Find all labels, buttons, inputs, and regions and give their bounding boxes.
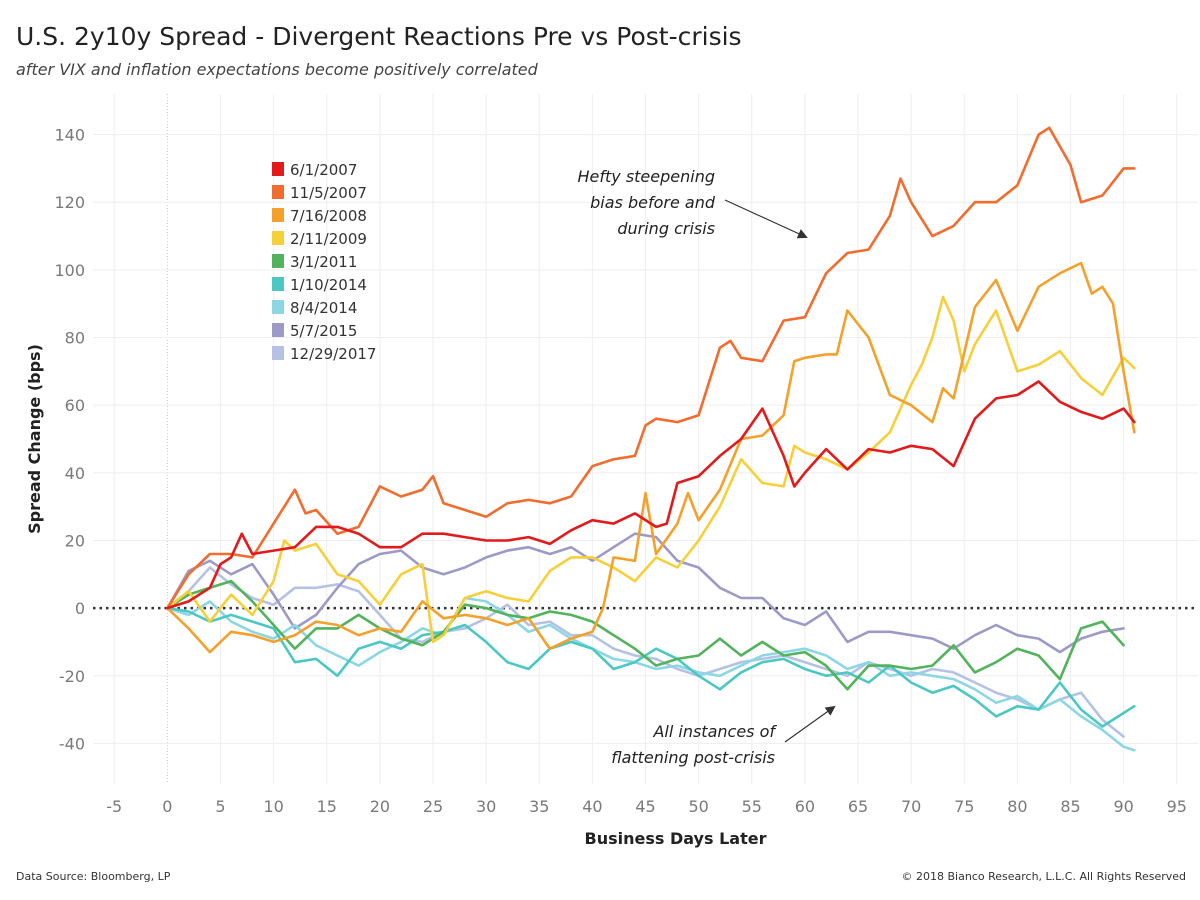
y-tick-label: 60	[65, 396, 85, 415]
y-tick-label: 40	[65, 464, 85, 483]
annotation-flattening-arrow	[784, 705, 836, 743]
legend-swatch	[272, 254, 284, 268]
legend-label: 12/29/2017	[290, 345, 376, 363]
annotation-steepening-arrow	[724, 199, 808, 239]
annotation-steepening-text: Hefty steepening	[577, 167, 715, 186]
x-tick-label: 45	[635, 797, 655, 816]
legend-swatch	[272, 277, 284, 291]
y-tick-label: 20	[65, 531, 85, 550]
annotation-flattening-text: flattening post-crisis	[611, 748, 775, 767]
legend-label: 5/7/2015	[290, 322, 357, 340]
x-tick-label: 80	[1007, 797, 1027, 816]
series-line-5-7-2015	[166, 532, 1125, 654]
y-axis-title: Spread Change (bps)	[25, 344, 44, 534]
legend-label: 11/5/2007	[290, 184, 367, 202]
series-line-6-1-2007	[166, 380, 1136, 610]
x-tick-label: 65	[848, 797, 868, 816]
chart-title: U.S. 2y10y Spread - Divergent Reactions …	[16, 22, 742, 51]
y-tick-label: 140	[54, 126, 85, 145]
series-line-8-4-2014	[166, 596, 1136, 752]
series-lines	[166, 126, 1136, 752]
legend-swatch	[272, 208, 284, 222]
legend-label: 7/16/2008	[290, 207, 367, 225]
axes: -5 0 5 10 15 20 25 30 35 40 45 50 55 60 65 70 75 80 85 90 95…	[25, 126, 1187, 848]
x-tick-label: 0	[162, 797, 172, 816]
legend-swatch	[272, 231, 284, 245]
legend-label: 1/10/2014	[290, 276, 367, 294]
legend-swatch	[272, 185, 284, 199]
x-tick-label: 35	[529, 797, 549, 816]
y-tick-label: 0	[75, 599, 85, 618]
series-line-1-10-2014	[166, 606, 1136, 728]
y-tick-label: -40	[59, 734, 85, 753]
legend-swatch	[272, 300, 284, 314]
legend-swatch	[272, 162, 284, 176]
y-tick-label: 100	[54, 261, 85, 280]
series-line-3-1-2011	[166, 579, 1125, 691]
y-tick-label: 120	[54, 193, 85, 212]
x-tick-label: 85	[1060, 797, 1080, 816]
x-tick-label: 40	[582, 797, 602, 816]
y-tick-label: 80	[65, 329, 85, 348]
series-line-7-16-2008	[166, 261, 1136, 654]
annotation-steepening-text: bias before and	[590, 193, 716, 212]
x-tick-label: 25	[423, 797, 443, 816]
legend: 6/1/2007 11/5/2007 7/16/2008 2/11/2009 3/1/2…	[272, 161, 376, 363]
x-tick-label: 5	[215, 797, 225, 816]
annotation-flattening-text: All instances of	[652, 722, 777, 741]
copyright-note: © 2018 Bianco Research, L.L.C. All Right…	[901, 870, 1186, 883]
legend-label: 8/4/2014	[290, 299, 357, 317]
x-tick-label: 15	[317, 797, 337, 816]
x-tick-label: 10	[263, 797, 283, 816]
legend-label: 2/11/2009	[290, 230, 367, 248]
legend-label: 6/1/2007	[290, 161, 357, 179]
x-tick-label: 90	[1113, 797, 1133, 816]
x-tick-label: 20	[370, 797, 390, 816]
x-tick-label: 60	[795, 797, 815, 816]
legend-swatch	[272, 323, 284, 337]
annotation-steepening-text: during crisis	[617, 219, 715, 238]
data-source-note: Data Source: Bloomberg, LP	[16, 870, 171, 883]
legend-label: 3/1/2011	[290, 253, 357, 271]
y-tick-label: -20	[59, 667, 85, 686]
x-tick-label: 70	[901, 797, 921, 816]
grid	[93, 94, 1198, 784]
series-line-2-11-2009	[166, 295, 1136, 644]
x-tick-label: -5	[106, 797, 122, 816]
annotations: Hefty steepening bias before and during cr…	[577, 167, 836, 767]
legend-swatch	[272, 346, 284, 360]
chart-subtitle: after VIX and inflation expectations bec…	[16, 60, 538, 79]
x-tick-label: 30	[476, 797, 496, 816]
x-tick-label: 75	[954, 797, 974, 816]
x-tick-label: 50	[688, 797, 708, 816]
x-tick-label: 95	[1167, 797, 1187, 816]
x-axis-title: Business Days Later	[585, 829, 767, 848]
x-tick-label: 55	[742, 797, 762, 816]
